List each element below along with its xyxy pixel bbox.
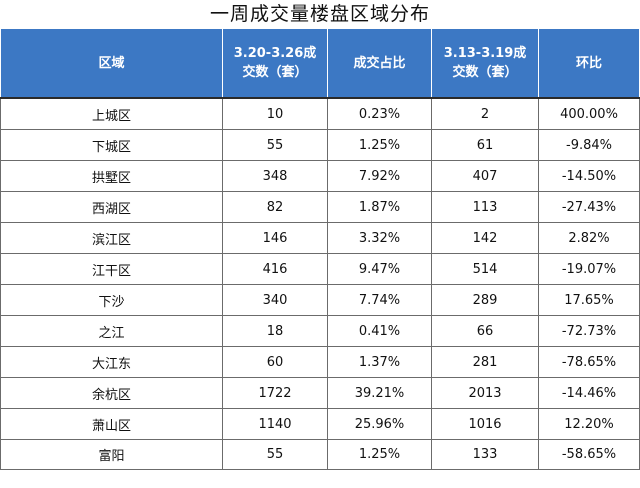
cell-previous-volume: 142 — [432, 223, 539, 254]
cell-previous-volume: 289 — [432, 285, 539, 316]
header-row: 区域 3.20-3.26成 交数（套） 成交占比 3.13-3.19成 交数（套… — [1, 29, 640, 99]
cell-current-volume: 1140 — [223, 409, 328, 440]
table-body: 上城区 10 0.23% 2 400.00% 下城区 55 1.25% 61 -9.84% 拱墅区 3… — [1, 98, 640, 470]
cell-current-volume: 348 — [223, 161, 328, 192]
table-row: 滨江区 146 3.32% 142 2.82% — [1, 223, 640, 254]
cell-previous-volume: 281 — [432, 347, 539, 378]
cell-change: -9.84% — [539, 130, 640, 161]
cell-region: 拱墅区 — [1, 161, 223, 192]
header-region: 区域 — [1, 29, 223, 99]
cell-current-volume: 146 — [223, 223, 328, 254]
cell-share: 0.23% — [328, 98, 432, 130]
table-row: 下城区 55 1.25% 61 -9.84% — [1, 130, 640, 161]
cell-change: 12.20% — [539, 409, 640, 440]
cell-region: 江干区 — [1, 254, 223, 285]
header-previous-volume-line1: 3.13-3.19成 — [432, 44, 538, 63]
table-row: 下沙 340 7.74% 289 17.65% — [1, 285, 640, 316]
cell-region: 富阳 — [1, 440, 223, 470]
cell-current-volume: 55 — [223, 440, 328, 470]
cell-change: -14.46% — [539, 378, 640, 409]
table-row: 之江 18 0.41% 66 -72.73% — [1, 316, 640, 347]
cell-share: 1.25% — [328, 130, 432, 161]
cell-region: 萧山区 — [1, 409, 223, 440]
table-row: 拱墅区 348 7.92% 407 -14.50% — [1, 161, 640, 192]
cell-change: -78.65% — [539, 347, 640, 378]
cell-previous-volume: 1016 — [432, 409, 539, 440]
cell-current-volume: 340 — [223, 285, 328, 316]
cell-change: 17.65% — [539, 285, 640, 316]
cell-share: 7.74% — [328, 285, 432, 316]
cell-change: 2.82% — [539, 223, 640, 254]
cell-change: -14.50% — [539, 161, 640, 192]
cell-share: 1.37% — [328, 347, 432, 378]
table-row: 江干区 416 9.47% 514 -19.07% — [1, 254, 640, 285]
cell-change: -19.07% — [539, 254, 640, 285]
table-title: 一周成交量楼盘区域分布 — [0, 0, 640, 28]
cell-region: 余杭区 — [1, 378, 223, 409]
cell-share: 39.21% — [328, 378, 432, 409]
cell-current-volume: 1722 — [223, 378, 328, 409]
cell-previous-volume: 113 — [432, 192, 539, 223]
cell-current-volume: 82 — [223, 192, 328, 223]
header-current-volume-line2: 交数（套） — [223, 63, 327, 82]
cell-share: 1.25% — [328, 440, 432, 470]
cell-previous-volume: 2013 — [432, 378, 539, 409]
cell-share: 9.47% — [328, 254, 432, 285]
table-row: 上城区 10 0.23% 2 400.00% — [1, 98, 640, 130]
cell-share: 7.92% — [328, 161, 432, 192]
cell-region: 上城区 — [1, 98, 223, 130]
cell-current-volume: 55 — [223, 130, 328, 161]
cell-current-volume: 60 — [223, 347, 328, 378]
cell-share: 25.96% — [328, 409, 432, 440]
cell-change: -72.73% — [539, 316, 640, 347]
cell-region: 大江东 — [1, 347, 223, 378]
header-current-volume: 3.20-3.26成 交数（套） — [223, 29, 328, 99]
table-row: 西湖区 82 1.87% 113 -27.43% — [1, 192, 640, 223]
cell-previous-volume: 514 — [432, 254, 539, 285]
cell-change: 400.00% — [539, 98, 640, 130]
cell-share: 0.41% — [328, 316, 432, 347]
cell-current-volume: 416 — [223, 254, 328, 285]
table-row: 萧山区 1140 25.96% 1016 12.20% — [1, 409, 640, 440]
table-row: 大江东 60 1.37% 281 -78.65% — [1, 347, 640, 378]
cell-previous-volume: 61 — [432, 130, 539, 161]
cell-share: 1.87% — [328, 192, 432, 223]
cell-region: 之江 — [1, 316, 223, 347]
header-share: 成交占比 — [328, 29, 432, 99]
cell-previous-volume: 133 — [432, 440, 539, 470]
cell-previous-volume: 66 — [432, 316, 539, 347]
cell-change: -58.65% — [539, 440, 640, 470]
cell-region: 下城区 — [1, 130, 223, 161]
cell-region: 下沙 — [1, 285, 223, 316]
cell-previous-volume: 407 — [432, 161, 539, 192]
cell-share: 3.32% — [328, 223, 432, 254]
cell-change: -27.43% — [539, 192, 640, 223]
cell-region: 滨江区 — [1, 223, 223, 254]
header-previous-volume: 3.13-3.19成 交数（套） — [432, 29, 539, 99]
header-previous-volume-line2: 交数（套） — [432, 63, 538, 82]
header-current-volume-line1: 3.20-3.26成 — [223, 44, 327, 63]
cell-current-volume: 18 — [223, 316, 328, 347]
table-row: 余杭区 1722 39.21% 2013 -14.46% — [1, 378, 640, 409]
header-change: 环比 — [539, 29, 640, 99]
cell-previous-volume: 2 — [432, 98, 539, 130]
region-distribution-table: 区域 3.20-3.26成 交数（套） 成交占比 3.13-3.19成 交数（套… — [0, 28, 640, 470]
table-row: 富阳 55 1.25% 133 -58.65% — [1, 440, 640, 470]
cell-region: 西湖区 — [1, 192, 223, 223]
cell-current-volume: 10 — [223, 98, 328, 130]
